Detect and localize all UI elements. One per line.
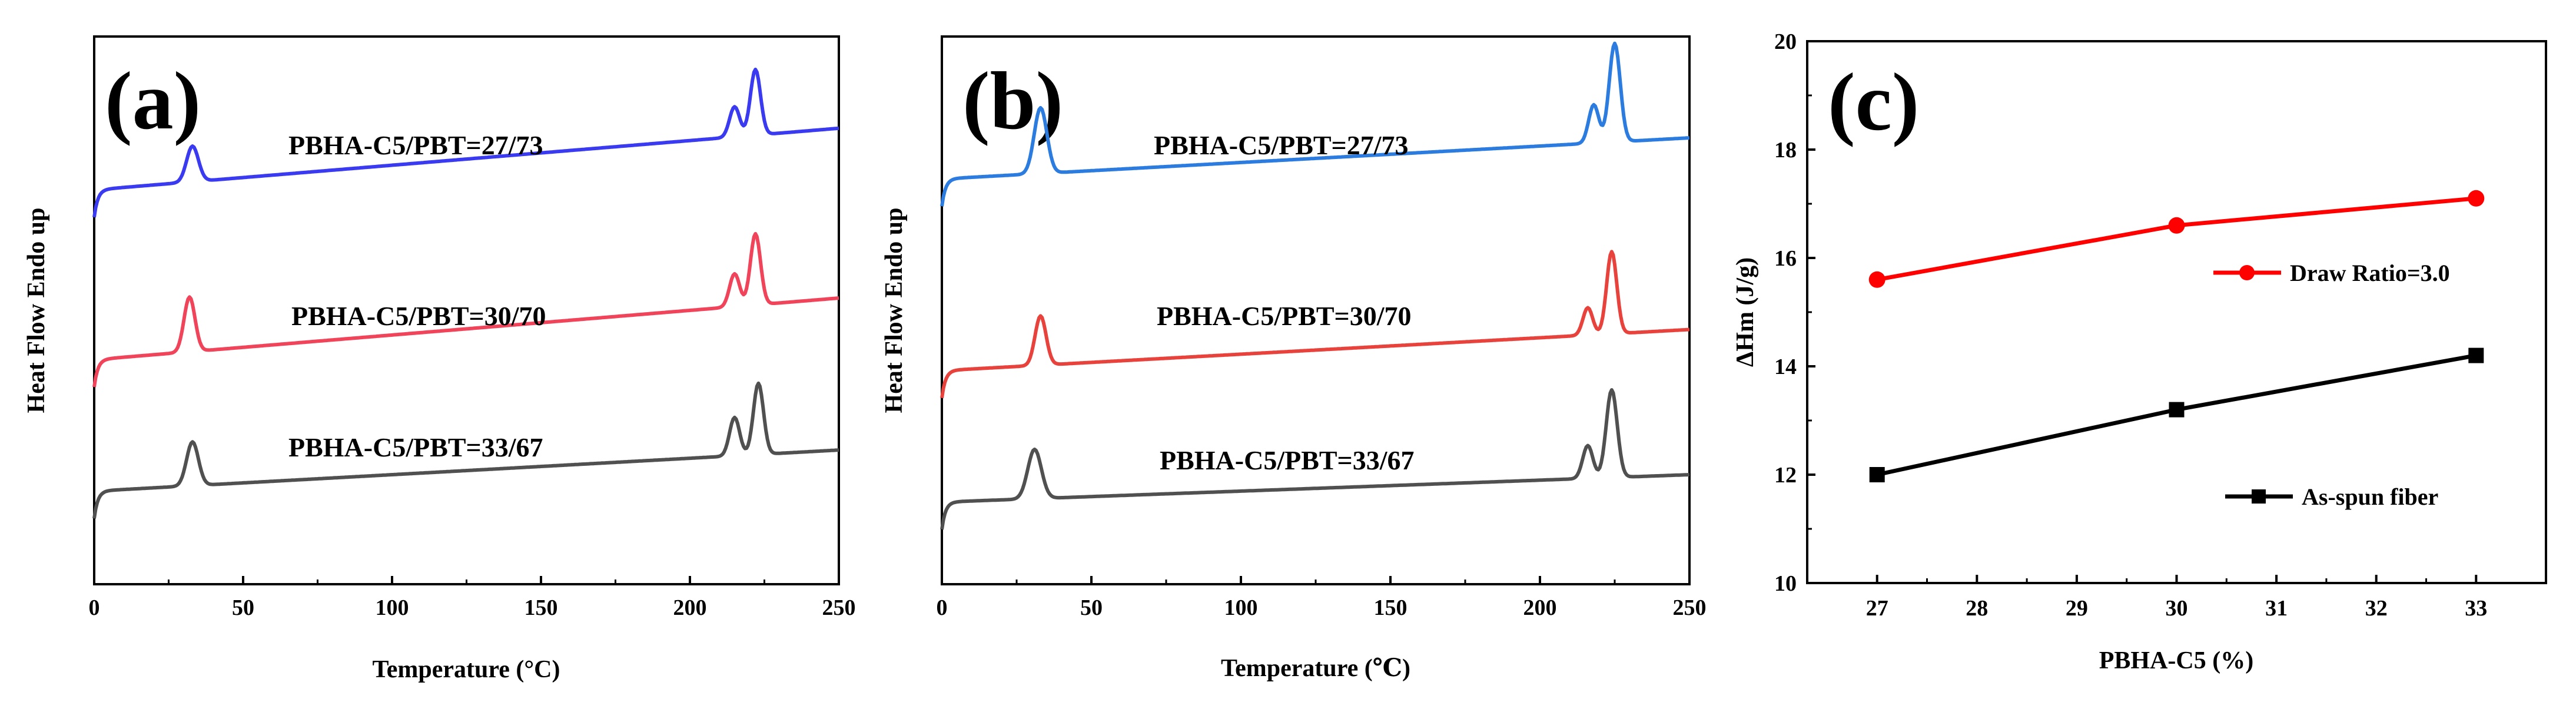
panel-b-curve-27-73	[940, 41, 1690, 207]
panel-c-x-tick-label: 30	[2166, 596, 2188, 621]
panel-a-label: (a)	[105, 55, 201, 147]
panel-c-legend-as-spun: As-spun fiber	[2225, 484, 2438, 510]
panel-c-ticks: 27 28 29 30 31 32 33 10 12 14 16 18 20	[1774, 29, 2487, 621]
panel-b-series-label-33-67: PBHA-C5/PBT=33/67	[1160, 445, 1415, 475]
panel-b-x-tick-label: 100	[1224, 595, 1258, 620]
panel-b-x-tick-label: 50	[1080, 595, 1103, 620]
panel-b-x-axis-title: Temperature (℃)	[1221, 655, 1410, 682]
panel-b-x-tick-label: 0	[937, 595, 948, 620]
panel-b-x-tick-label: 200	[1523, 595, 1557, 620]
panel-a-x-tick-label: 150	[525, 595, 558, 620]
panel-c-series	[1868, 190, 2485, 482]
panel-a-series-label-33-67: PBHA-C5/PBT=33/67	[288, 432, 543, 462]
panel-a-x-tick-label: 0	[89, 595, 100, 620]
legend-as-spun-marker	[2252, 489, 2266, 504]
panel-c-x-tick-label: 33	[2465, 596, 2487, 621]
panel-a-x-tick-label: 100	[376, 595, 409, 620]
panel-c-y-tick-label: 16	[1774, 246, 1797, 271]
panel-b-series-label-30-70: PBHA-C5/PBT=30/70	[1157, 301, 1412, 331]
panel-b-curve-33-67	[940, 388, 1690, 530]
panel-c-y-tick-label: 14	[1774, 355, 1797, 379]
panel-c-x-tick-label: 28	[1966, 596, 1988, 621]
panel-c-point-draw-ratio-30	[2168, 217, 2185, 234]
panel-a-curve-27-73	[92, 67, 839, 218]
panel-b-curves	[940, 41, 1690, 530]
panel-b-x-ticks: 0 50 100 150 200 250	[937, 576, 1707, 620]
panel-c-legend-draw-ratio: Draw Ratio=3.0	[2213, 260, 2450, 286]
panel-c-x-tick-label: 27	[1866, 596, 1888, 621]
panel-b-dsc-chart: (b) 0 50 100 150 200 250 Temperature (℃) Heat…	[881, 35, 1707, 682]
panel-c-point-as-spun-27	[1869, 467, 1885, 482]
panel-c-enthalpy-chart: (c) 27 28 29 30 31 32 33 10 12 14 16 18 20 PBHA-C5 (…	[1732, 29, 2547, 674]
panel-b-series-label-27-73: PBHA-C5/PBT=27/73	[1154, 130, 1409, 160]
panel-a-x-ticks: 0 50 100 150 200 250	[89, 576, 856, 620]
panel-c-x-tick-label: 29	[2066, 596, 2088, 621]
panel-a-series-label-27-73: PBHA-C5/PBT=27/73	[288, 130, 543, 160]
panel-c-y-tick-label: 18	[1774, 138, 1797, 163]
panel-c-label: (c)	[1828, 57, 1919, 148]
panel-a-x-tick-label: 200	[673, 595, 707, 620]
panel-c-y-tick-label: 20	[1774, 29, 1797, 54]
panel-a-x-axis-title: Temperature (°C)	[373, 656, 560, 683]
panel-c-y-tick-label: 12	[1774, 463, 1797, 488]
panel-a-x-tick-label: 50	[232, 595, 254, 620]
panel-b-y-axis-title: Heat Flow Endo up	[881, 208, 908, 413]
panel-c-y-axis-title: ΔHm (J/g)	[1732, 257, 1759, 367]
panel-c-y-tick-label: 10	[1774, 571, 1797, 596]
panel-b-x-tick-label: 150	[1374, 595, 1407, 620]
panel-a-curves	[92, 67, 839, 519]
panel-b-curve-30-70	[940, 250, 1690, 399]
panel-c-x-tick-label: 32	[2365, 596, 2388, 621]
panel-a-series-label-30-70: PBHA-C5/PBT=30/70	[291, 301, 546, 331]
panel-a-curve-33-67	[92, 381, 839, 519]
panel-c-point-draw-ratio-33	[2468, 190, 2485, 207]
panel-b-x-tick-label: 250	[1673, 595, 1707, 620]
panel-c-x-axis-title: PBHA-C5 (%)	[2099, 647, 2253, 674]
panel-a-y-axis-title: Heat Flow Endo up	[23, 208, 50, 413]
legend-draw-ratio-label: Draw Ratio=3.0	[2290, 260, 2450, 286]
panel-a-x-tick-label: 250	[822, 595, 856, 620]
legend-as-spun-label: As-spun fiber	[2302, 484, 2438, 510]
panel-c-point-draw-ratio-27	[1868, 271, 1885, 288]
panel-a-dsc-chart: (a) 0 50 100 150 200 250 Temperature (°C) Hea…	[23, 35, 856, 683]
panel-c-point-as-spun-33	[2468, 347, 2484, 363]
legend-draw-ratio-marker	[2239, 265, 2255, 280]
panel-c-x-tick-label: 31	[2265, 596, 2288, 621]
panel-c-point-as-spun-30	[2169, 402, 2185, 418]
panel-a-curve-30-70	[92, 231, 839, 388]
